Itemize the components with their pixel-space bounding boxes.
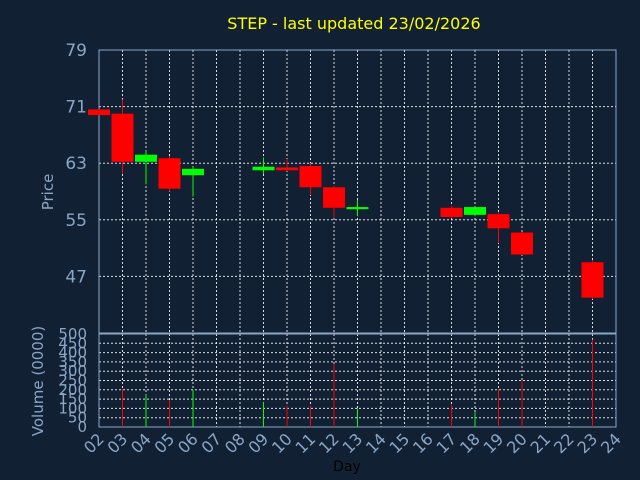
chart-title: STEP - last updated 23/02/2026 — [227, 14, 480, 33]
candle-body — [464, 207, 486, 215]
candle-body — [111, 113, 134, 162]
x-axis: 0203040506070809101112131415161718192021… — [80, 429, 625, 457]
volume-tick-label: 450 — [58, 334, 87, 352]
volume-tick-label: 200 — [58, 381, 87, 399]
price-tick-label: 71 — [65, 98, 87, 118]
price-frame — [98, 49, 617, 334]
candle-body — [252, 166, 275, 171]
candle-body — [276, 167, 298, 171]
volume-tick-label: 350 — [58, 353, 87, 371]
price-tick-label: 47 — [65, 267, 87, 287]
volume-tick-label: 500 — [58, 325, 87, 343]
volume-tick-label: 50 — [68, 409, 87, 427]
candle-body — [299, 166, 322, 188]
price-axis-label: Price — [39, 174, 57, 211]
volume-tick-label: 300 — [58, 362, 87, 380]
candle-body — [182, 168, 204, 176]
volume-tick-label: 400 — [58, 344, 87, 362]
candle-body — [323, 187, 345, 208]
volume-tick-label: 250 — [58, 372, 87, 390]
price-tick-label: 79 — [65, 41, 87, 61]
candle-body — [158, 158, 181, 189]
x-axis-label: Day — [333, 459, 361, 475]
candle-body — [581, 262, 604, 298]
candle-body — [135, 154, 157, 162]
candle-body — [511, 232, 533, 255]
volume-tick-label: 0 — [77, 418, 87, 436]
candle-body — [88, 109, 110, 116]
candle-body — [487, 214, 510, 229]
volume-tick-label: 150 — [58, 390, 87, 408]
price-panel: 47 55 63 71 79 — [65, 41, 617, 334]
price-tick-label: 63 — [65, 154, 87, 174]
x-tick-label: 24 — [597, 429, 625, 457]
volume-tick-label: 100 — [58, 399, 87, 417]
candle-body — [440, 207, 463, 217]
volume-axis-label: Volume (0000) — [29, 326, 47, 436]
candle-body — [346, 207, 369, 210]
price-tick-label: 55 — [65, 211, 87, 231]
